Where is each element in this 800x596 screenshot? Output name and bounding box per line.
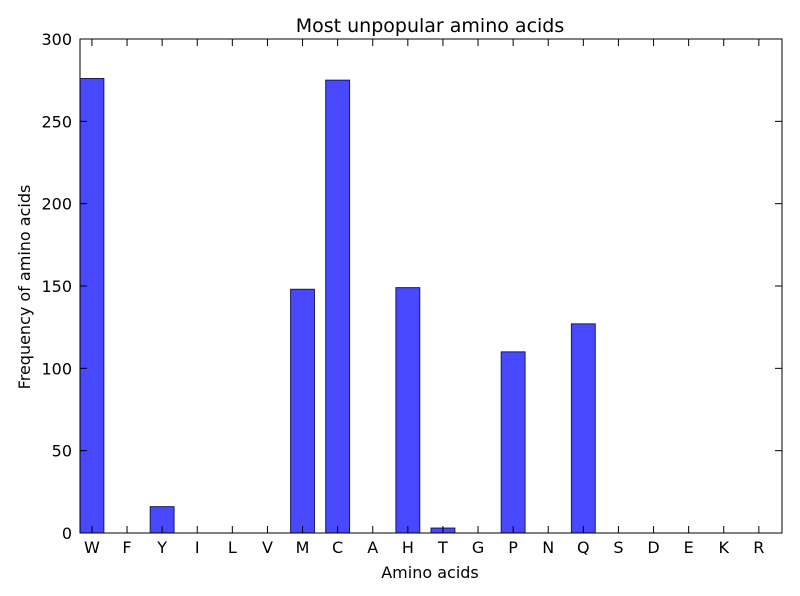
x-tick-label-P: P (508, 538, 518, 557)
x-tick-label-I: I (195, 538, 200, 557)
y-tick-label: 50 (52, 442, 72, 461)
x-tick-label-F: F (122, 538, 131, 557)
x-tick-label-Y: Y (156, 538, 167, 557)
y-tick-label: 150 (41, 277, 72, 296)
plot-frame (79, 38, 783, 534)
x-tick-label-A: A (367, 538, 378, 557)
x-tick-label-L: L (228, 538, 237, 557)
y-axis-label: Frequency of amino acids (15, 185, 34, 390)
x-tick-label-G: G (472, 538, 484, 557)
x-tick-label-W: W (84, 538, 100, 557)
y-tick-label: 100 (41, 359, 72, 378)
x-tick-label-T: T (437, 538, 448, 557)
x-tick-label-V: V (262, 538, 273, 557)
x-tick-label-M: M (296, 538, 310, 557)
x-tick-label-D: D (647, 538, 659, 557)
x-tick-label-Q: Q (577, 538, 590, 557)
x-tick-label-R: R (753, 538, 764, 557)
x-axis-label: Amino acids (381, 563, 479, 582)
x-tick-label-C: C (332, 538, 343, 557)
bar-W (79, 78, 105, 534)
bar-P (500, 351, 526, 534)
bar-C (325, 79, 351, 534)
x-tick-label-S: S (613, 538, 623, 557)
bars-group (79, 78, 596, 534)
bar-H (395, 287, 421, 534)
y-tick-label: 200 (41, 195, 72, 214)
chart-title: Most unpopular amino acids (296, 15, 565, 37)
bar-M (290, 288, 315, 534)
y-tick-label: 300 (41, 30, 72, 49)
y-tick-label: 0 (62, 524, 72, 543)
x-tick-label-N: N (542, 538, 554, 557)
x-tick-label-K: K (718, 538, 729, 557)
x-tick-label-H: H (402, 538, 414, 557)
x-tick-label-E: E (684, 538, 694, 557)
y-axis: 0 50 100 150 200 250 300 (41, 30, 782, 543)
bar-Q (570, 323, 596, 534)
y-tick-label: 250 (41, 112, 72, 131)
